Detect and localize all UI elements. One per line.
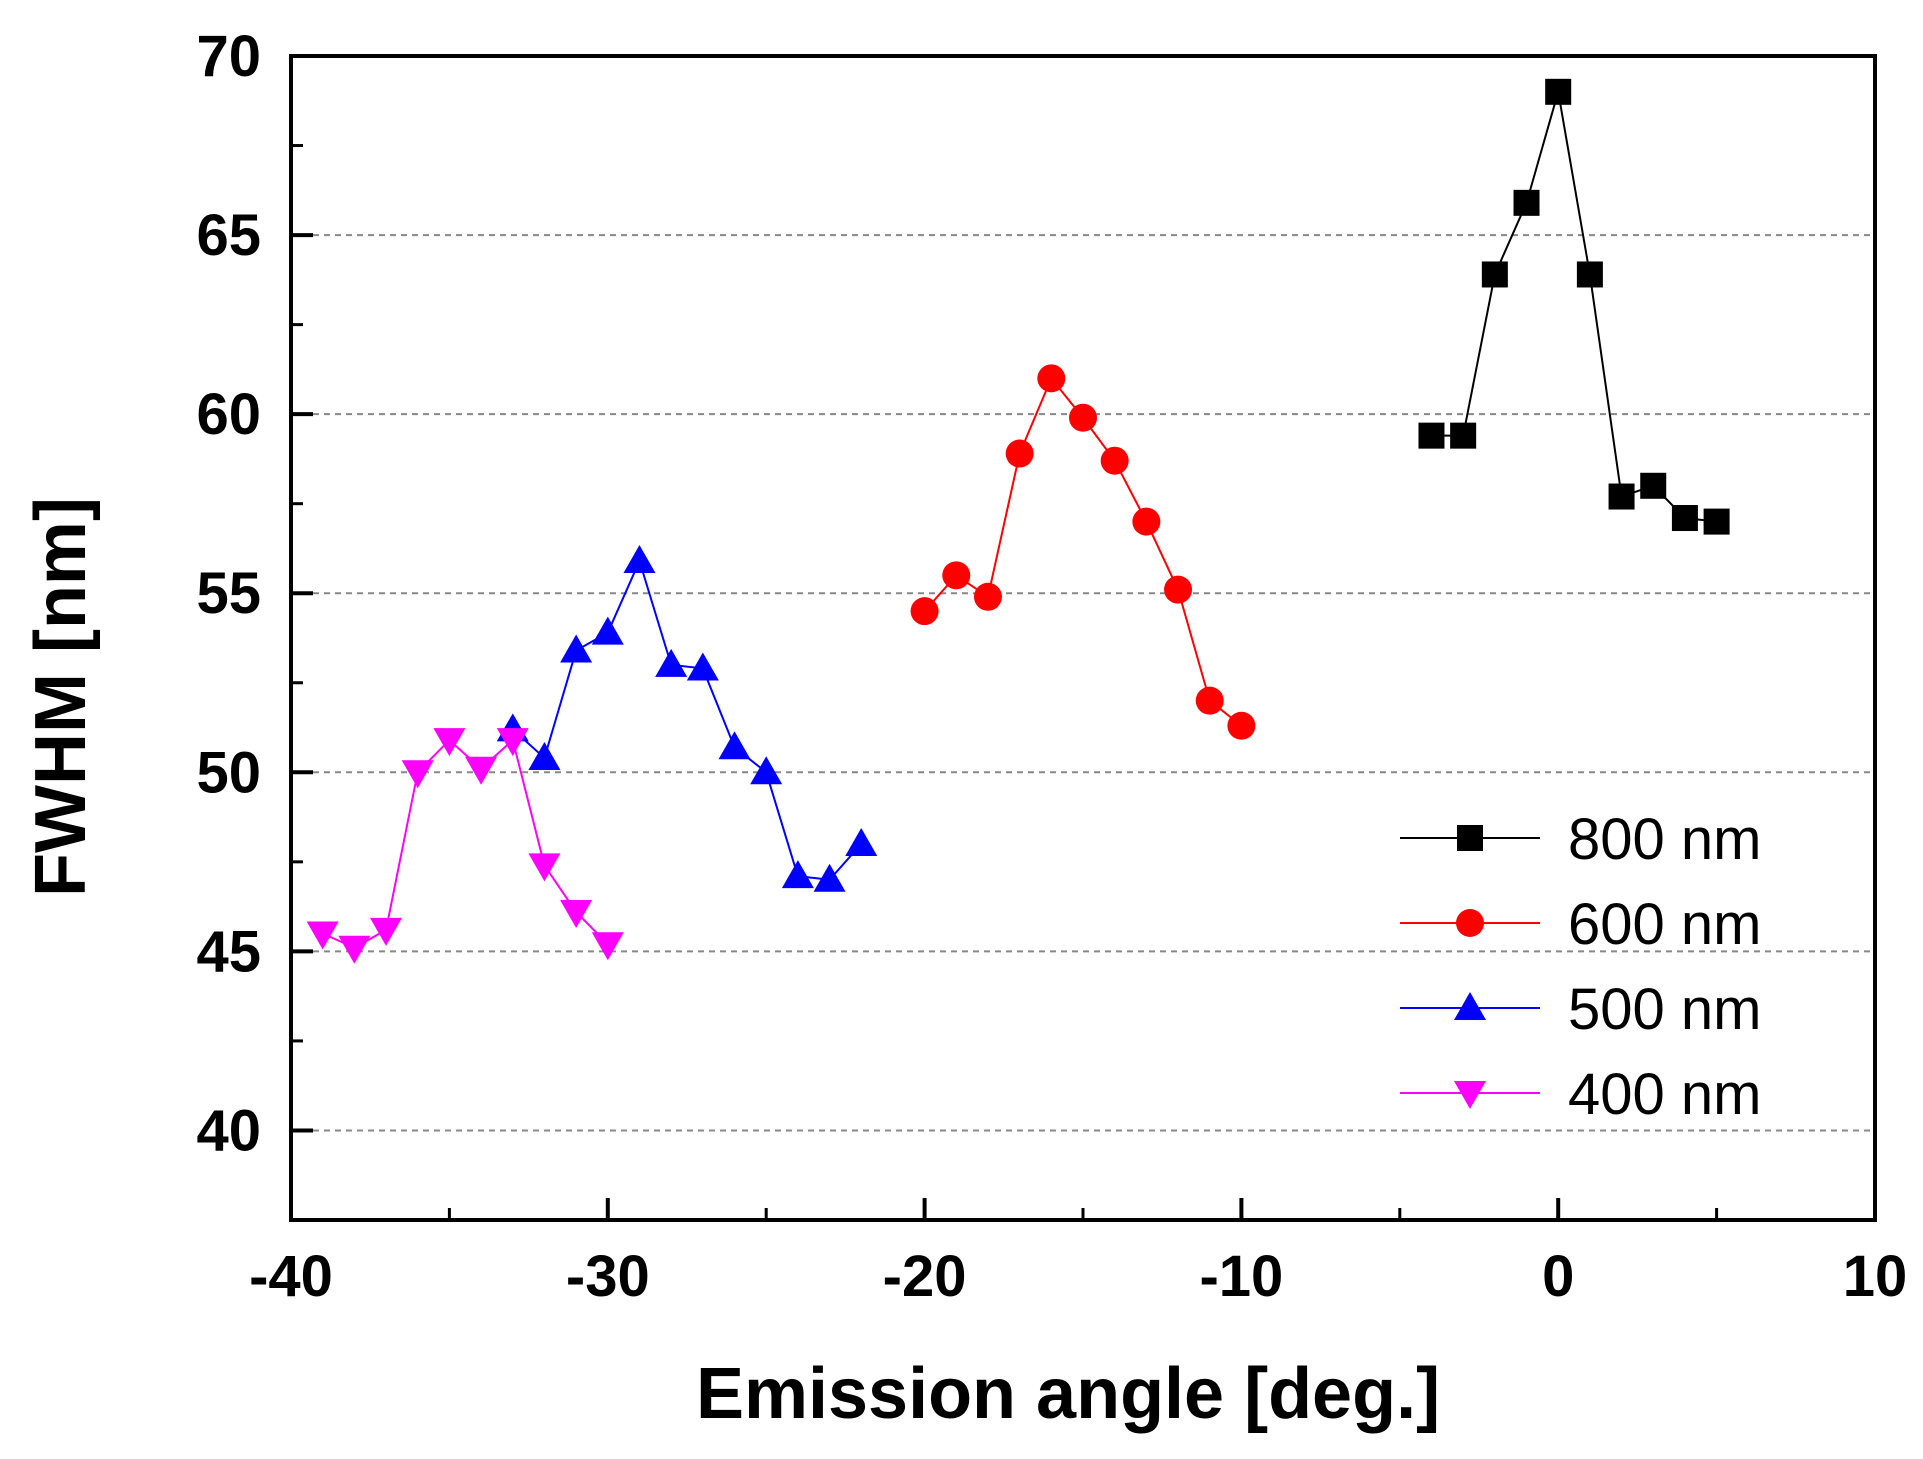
series-line-400-nm [322,738,609,949]
legend: 800 nm 600 nm 500 nm 400 nm [1400,807,1761,1127]
data-point-600-nm [1100,446,1129,475]
data-point-800-nm [1545,78,1572,105]
data-point-600-nm [1164,575,1193,604]
data-point-800-nm [1450,422,1477,449]
x-tick-label: 0 [1542,1244,1574,1309]
data-point-500-nm [750,756,783,785]
legend-label-400-nm: 400 nm [1568,1062,1761,1127]
legend-marker-500-nm [1454,992,1486,1020]
data-point-600-nm [942,561,971,590]
data-point-600-nm [1227,711,1256,740]
x-tick-label: -40 [249,1244,333,1309]
axes: -40 -30 -20 -10 0 10 40 45 50 55 60 65 70 [196,24,1907,1309]
data-point-600-nm [910,597,939,626]
legend-marker-800-nm [1457,825,1483,851]
data-point-500-nm [560,634,593,663]
data-point-500-nm [623,544,656,573]
data-point-400-nm [370,917,403,946]
data-point-500-nm [528,741,561,770]
data-point-800-nm [1576,261,1603,288]
y-axis-title: FWHM [nm] [21,497,101,897]
data-point-600-nm [1132,507,1161,536]
x-tick-label: -20 [883,1244,967,1309]
data-point-400-nm [433,728,466,757]
data-point-800-nm [1608,483,1635,510]
legend-label-800-nm: 800 nm [1568,807,1761,872]
data-point-600-nm [1037,364,1066,393]
data-point-400-nm [306,921,339,950]
legend-label-600-nm: 600 nm [1568,892,1761,957]
data-point-800-nm [1640,472,1667,499]
y-tick-label: 50 [196,740,261,805]
series-line-800-nm [1431,91,1717,523]
series-group [306,78,1730,964]
y-tick-label: 45 [196,919,261,984]
y-tick-label: 65 [196,203,261,268]
x-tick-label: -30 [566,1244,650,1309]
data-point-800-nm [1481,261,1508,288]
data-point-500-nm [655,648,688,677]
data-point-500-nm [686,652,719,681]
data-point-600-nm [973,582,1002,611]
data-point-400-nm [528,853,561,882]
data-point-400-nm [401,760,434,789]
data-point-500-nm [718,731,751,760]
y-tick-label: 40 [196,1098,261,1163]
data-point-500-nm [781,860,814,889]
data-point-400-nm [591,932,624,961]
data-point-800-nm [1418,422,1445,449]
data-point-400-nm [338,935,371,964]
data-point-800-nm [1671,505,1698,532]
y-tick-label: 70 [196,24,261,89]
legend-marker-600-nm [1456,909,1484,937]
x-tick-label: 10 [1843,1244,1908,1309]
x-tick-label: -10 [1199,1244,1283,1309]
y-tick-label: 55 [196,561,261,626]
data-point-800-nm [1513,189,1540,216]
data-point-400-nm [496,728,529,757]
y-tick-label: 60 [196,382,261,447]
data-point-800-nm [1703,508,1730,535]
data-point-500-nm [845,827,878,856]
data-point-500-nm [591,616,624,645]
data-point-600-nm [1069,403,1097,432]
legend-label-500-nm: 500 nm [1568,977,1761,1042]
data-point-600-nm [1195,686,1224,715]
data-point-400-nm [465,756,498,785]
data-point-600-nm [1005,439,1034,468]
x-axis-title: Emission angle [deg.] [696,1354,1440,1434]
data-point-500-nm [813,863,846,892]
legend-marker-400-nm [1454,1081,1486,1109]
data-point-400-nm [560,899,593,928]
